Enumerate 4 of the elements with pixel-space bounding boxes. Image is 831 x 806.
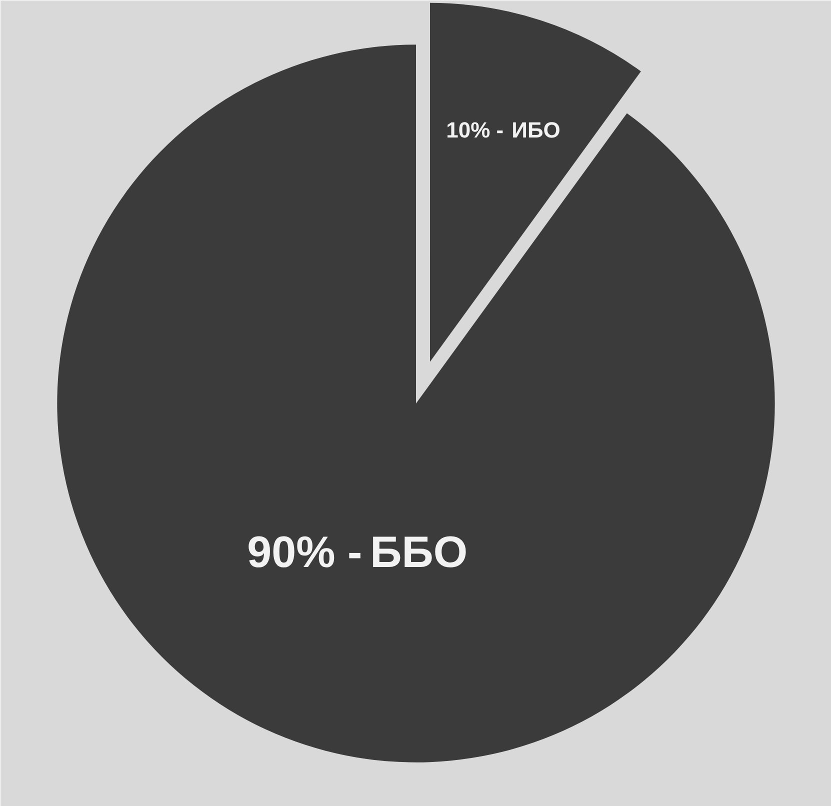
slice-label: ИБО [512, 117, 560, 142]
data-label: 10% - [446, 117, 504, 142]
slice-label: ББО [370, 528, 468, 577]
data-label: 90% - [247, 528, 362, 577]
